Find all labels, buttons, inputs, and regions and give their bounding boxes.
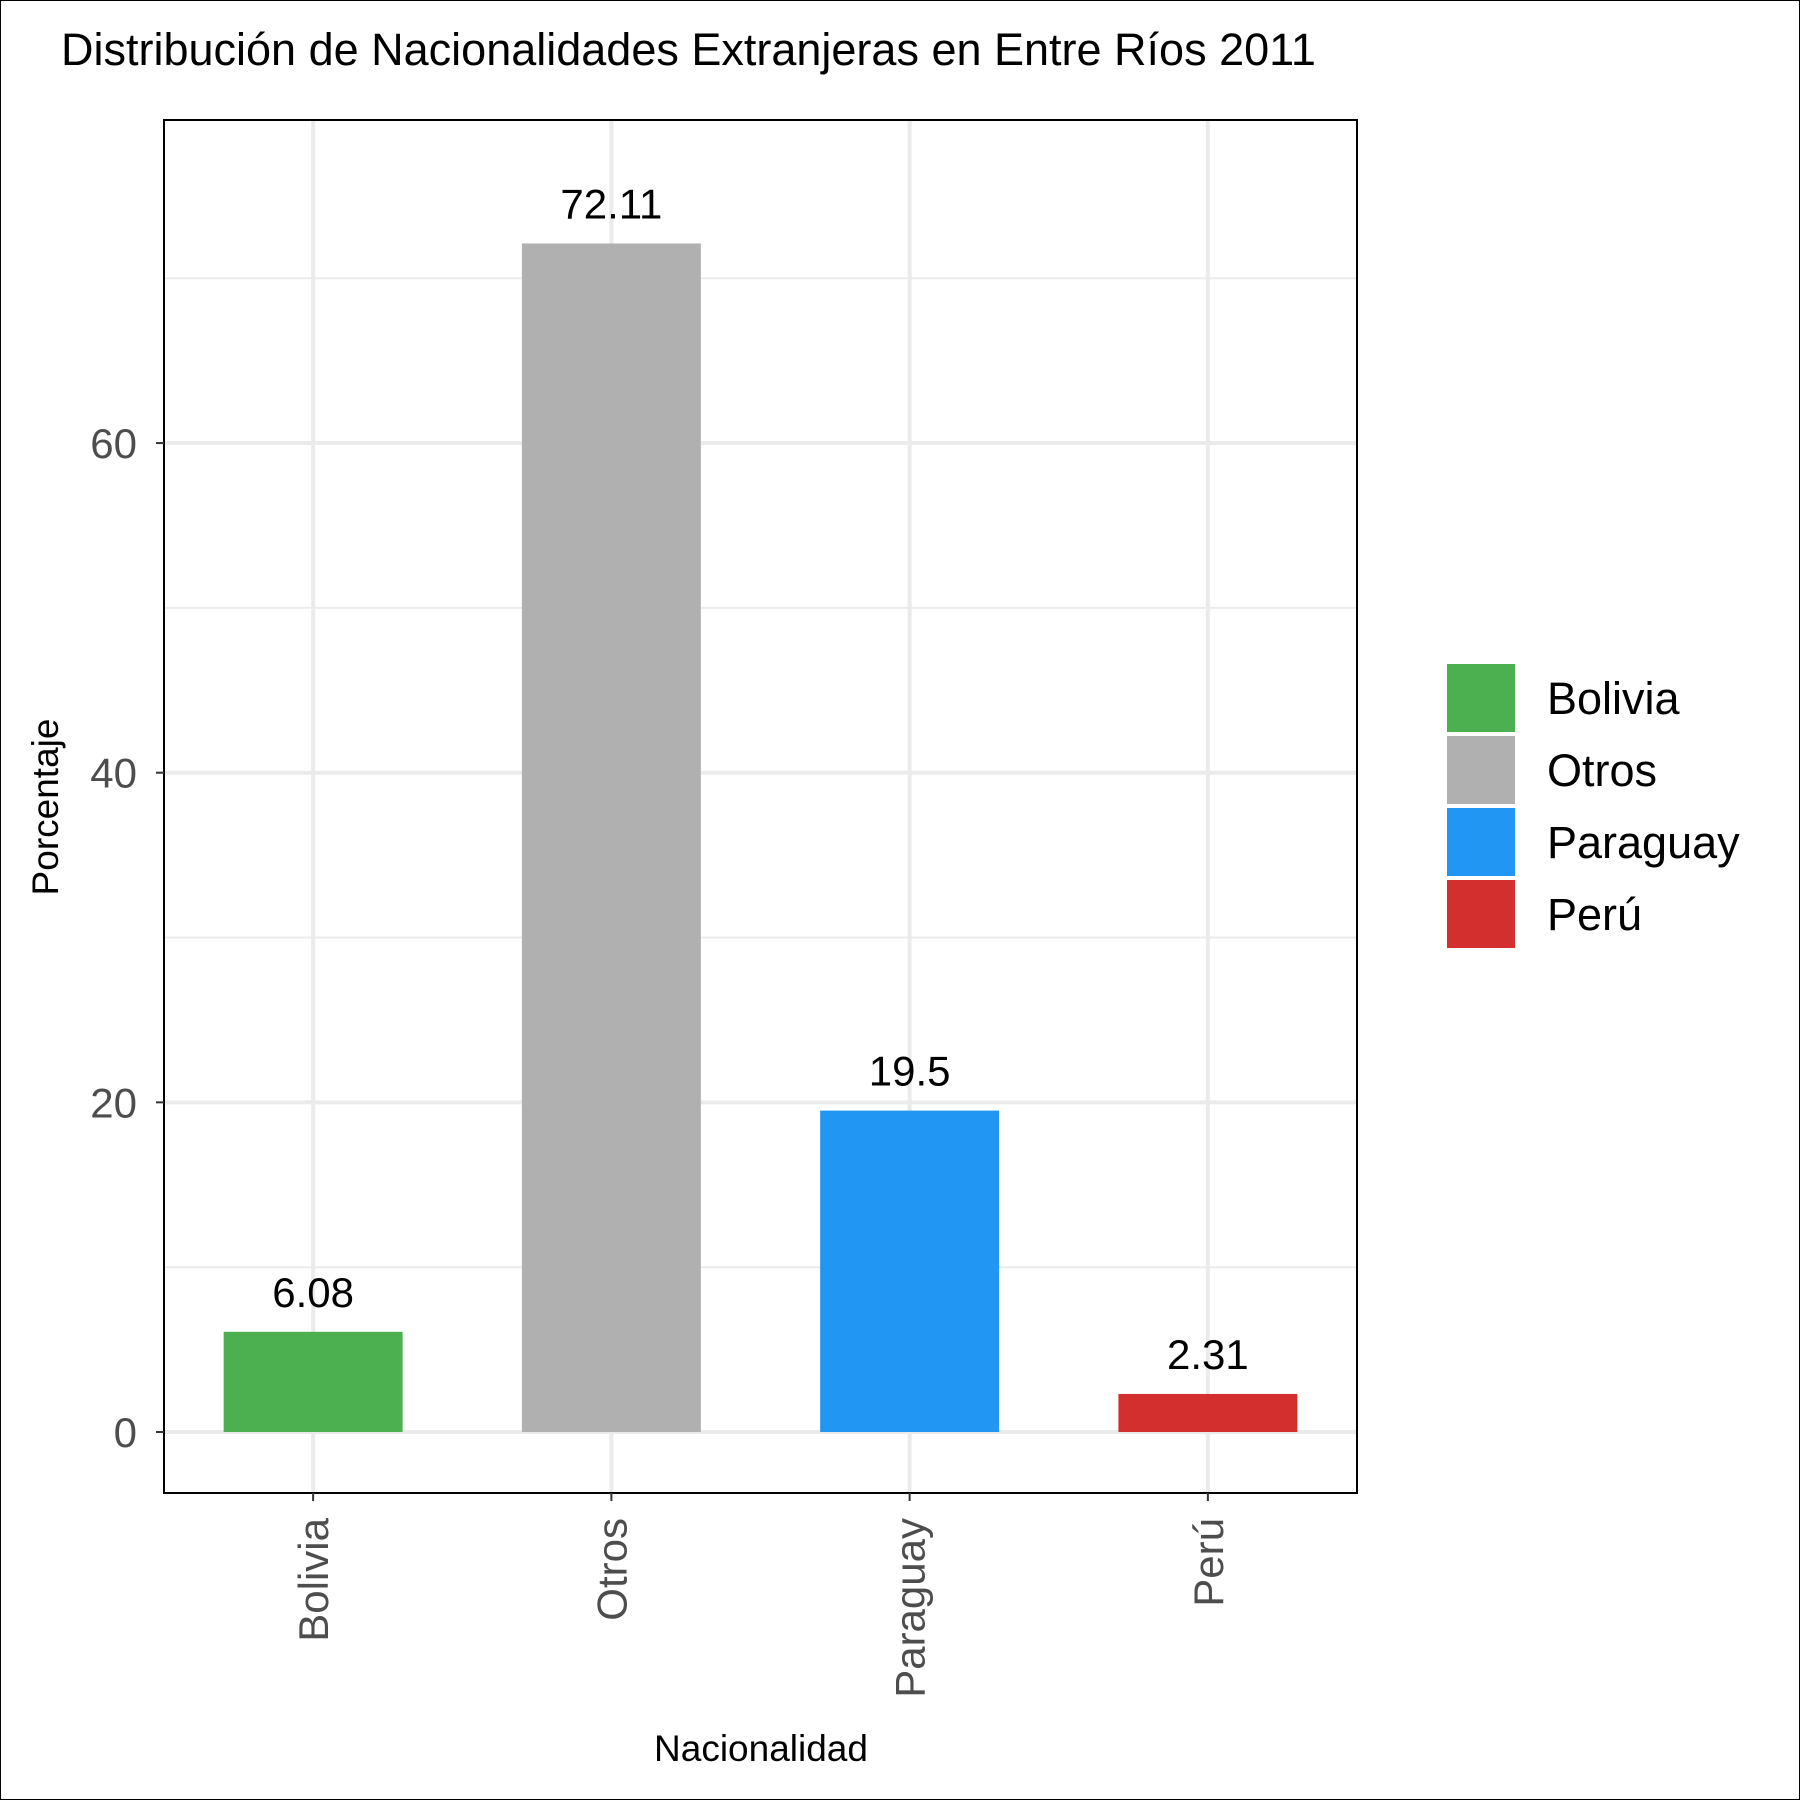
data-label: 2.31 [1167, 1331, 1249, 1378]
bar-perú [1118, 1393, 1298, 1433]
x-axis-title: Nacionalidad [654, 1728, 868, 1769]
legend: Bolivia Otros Paraguay Perú [1447, 664, 1740, 948]
x-axis-ticks: Bolivia Otros Paraguay Perú [290, 1493, 1232, 1698]
y-tick-label: 40 [90, 750, 137, 797]
y-axis-ticks: 0 20 40 60 [90, 420, 164, 1456]
data-labels: 6.08 72.11 19.5 2.31 [272, 180, 1249, 1377]
y-tick-label: 0 [114, 1409, 137, 1456]
legend-label: Paraguay [1547, 817, 1740, 868]
y-tick-label: 60 [90, 420, 137, 467]
legend-label: Bolivia [1547, 673, 1681, 724]
legend-key [1447, 736, 1515, 804]
chart-title: Distribución de Nacionalidades Extranjer… [61, 24, 1316, 75]
legend-key [1447, 664, 1515, 732]
bar-otros [521, 243, 701, 1433]
legend-key [1447, 880, 1515, 948]
legend-label: Perú [1547, 889, 1642, 940]
data-label: 72.11 [560, 180, 662, 227]
plot-panel-border [163, 119, 1358, 1494]
bar-bolivia [223, 1331, 403, 1433]
data-label: 19.5 [869, 1048, 951, 1095]
legend-key [1447, 808, 1515, 876]
x-tick-label: Otros [588, 1518, 635, 1621]
x-tick-label: Bolivia [290, 1517, 337, 1641]
bar-paraguay [820, 1110, 1000, 1433]
y-tick-label: 20 [90, 1079, 137, 1126]
x-tick-label: Paraguay [887, 1518, 934, 1698]
legend-label: Otros [1547, 745, 1657, 796]
data-label: 6.08 [272, 1269, 354, 1316]
y-axis-title: Porcentaje [25, 719, 66, 896]
x-tick-label: Perú [1185, 1518, 1232, 1607]
bars [223, 243, 1298, 1433]
